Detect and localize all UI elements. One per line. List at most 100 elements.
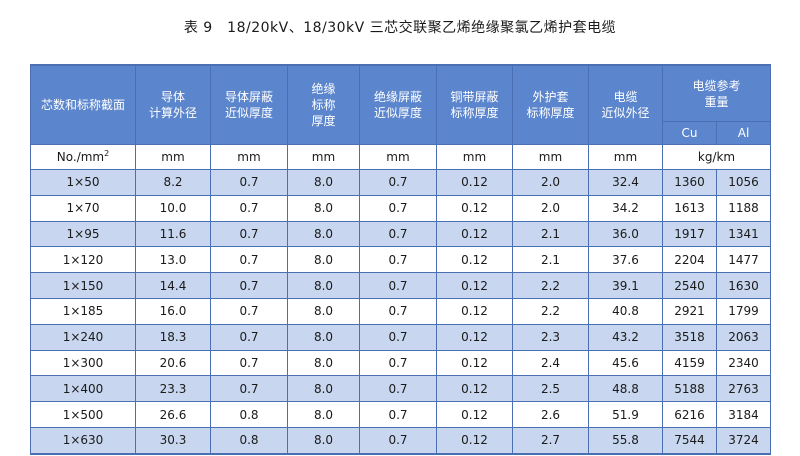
unit-section: No./mm2	[30, 144, 136, 170]
cell-cond: 16.0	[135, 297, 211, 325]
header-line: 计算外径	[148, 106, 197, 120]
cell-cu: 1360	[662, 169, 717, 196]
header-al: Al	[715, 121, 772, 145]
cell-dia: 40.8	[588, 297, 663, 325]
cell-iscr: 0.7	[359, 426, 437, 455]
header-insulation-screen: 绝缘屏蔽 近似厚度	[359, 64, 437, 145]
cable-spec-table: 芯数和标称截面 导体 计算外径 导体屏蔽 近似厚度 绝缘 标称 厚度 绝缘屏蔽 …	[30, 64, 772, 455]
cell-iscr: 0.7	[359, 323, 437, 351]
cell-section: 1×50	[30, 169, 136, 196]
cell-cond: 30.3	[135, 426, 211, 455]
cell-cscr: 0.7	[210, 220, 288, 248]
cell-cscr: 0.7	[210, 272, 288, 299]
cell-sheath: 2.7	[512, 426, 589, 455]
header-line: 绝缘屏蔽	[373, 90, 422, 104]
cell-tape: 0.12	[436, 426, 513, 455]
unit-row: No./mm2 mm mm mm mm mm mm mm kg/km	[30, 144, 772, 170]
cell-dia: 51.9	[588, 401, 663, 428]
cell-iscr: 0.7	[359, 272, 437, 299]
cell-sheath: 2.0	[512, 194, 589, 222]
header-line: 近似厚度	[224, 106, 273, 120]
header-insulation: 绝缘 标称 厚度	[287, 64, 360, 145]
table-row: 1×240 18.3 0.7 8.0 0.7 0.12 2.3 43.2 3518 2063	[30, 323, 772, 351]
table-row: 1×400 23.3 0.7 8.0 0.7 0.12 2.5 48.8 5188 2763	[30, 375, 772, 403]
table-row: 1×95 11.6 0.7 8.0 0.7 0.12 2.1 36.0 1917 1341	[30, 220, 772, 248]
cell-section: 1×500	[30, 401, 136, 428]
cell-al: 2763	[715, 375, 772, 403]
cell-cu: 3518	[662, 323, 717, 351]
cell-cscr: 0.7	[210, 169, 288, 196]
cell-al: 1477	[715, 246, 772, 274]
cell-tape: 0.12	[436, 401, 513, 428]
header-conductor-screen: 导体屏蔽 近似厚度	[210, 64, 288, 145]
cell-dia: 48.8	[588, 375, 663, 403]
cell-tape: 0.12	[436, 220, 513, 248]
cell-section: 1×240	[30, 323, 136, 351]
cell-iscr: 0.7	[359, 297, 437, 325]
cell-iscr: 0.7	[359, 375, 437, 403]
cell-section: 1×95	[30, 220, 136, 248]
cell-ins: 8.0	[287, 220, 360, 248]
cell-ins: 8.0	[287, 375, 360, 403]
cell-al: 3184	[715, 401, 772, 428]
cell-cond: 8.2	[135, 169, 211, 196]
cell-iscr: 0.7	[359, 194, 437, 222]
cell-dia: 36.0	[588, 220, 663, 248]
cell-ins: 8.0	[287, 272, 360, 299]
table-title: 表 9 18/20kV、18/30kV 三芯交联聚乙烯绝缘聚氯乙烯护套电缆	[183, 20, 617, 36]
cell-cond: 18.3	[135, 323, 211, 351]
cell-cscr: 0.8	[210, 401, 288, 428]
header-line: 外护套	[532, 90, 569, 104]
cell-al: 1341	[715, 220, 772, 248]
cell-sheath: 2.3	[512, 323, 589, 351]
cell-ins: 8.0	[287, 401, 360, 428]
header-line: 近似厚度	[373, 106, 422, 120]
cell-dia: 43.2	[588, 323, 663, 351]
cell-sheath: 2.5	[512, 375, 589, 403]
cell-dia: 37.6	[588, 246, 663, 274]
cell-sheath: 2.4	[512, 349, 589, 377]
header-line: 标称厚度	[526, 106, 575, 120]
cell-cu: 2921	[662, 297, 717, 325]
cell-cscr: 0.7	[210, 297, 288, 325]
cell-sheath: 2.6	[512, 401, 589, 428]
cell-iscr: 0.7	[359, 246, 437, 274]
unit-sup: 2	[104, 149, 110, 158]
unit-cell: kg/km	[661, 144, 772, 170]
cell-al: 2063	[715, 323, 772, 351]
cell-iscr: 0.7	[359, 169, 437, 196]
header-line: 重量	[704, 94, 729, 109]
unit-cell: mm	[436, 144, 513, 170]
cell-ins: 8.0	[287, 297, 360, 325]
cell-ins: 8.0	[287, 169, 360, 196]
table-row: 1×120 13.0 0.7 8.0 0.7 0.12 2.1 37.6 2204 1477	[30, 246, 772, 274]
cell-cu: 4159	[662, 349, 717, 377]
cell-cond: 13.0	[135, 246, 211, 274]
header-line: 导体	[160, 90, 185, 104]
cell-sheath: 2.2	[512, 297, 589, 325]
header-conductor-diameter: 导体 计算外径	[135, 64, 211, 145]
table-row: 1×500 26.6 0.8 8.0 0.7 0.12 2.6 51.9 6216 3184	[30, 401, 772, 428]
cell-tape: 0.12	[436, 194, 513, 222]
cell-tape: 0.12	[436, 246, 513, 274]
cell-al: 1056	[715, 169, 772, 196]
header-cu: Cu	[662, 121, 717, 145]
table-row: 1×630 30.3 0.8 8.0 0.7 0.12 2.7 55.8 7544 3724	[30, 426, 772, 455]
table-row: 1×185 16.0 0.7 8.0 0.7 0.12 2.2 40.8 2921 1799	[30, 297, 772, 325]
cell-ins: 8.0	[287, 246, 360, 274]
cell-ins: 8.0	[287, 349, 360, 377]
unit-cell: mm	[359, 144, 437, 170]
cell-iscr: 0.7	[359, 349, 437, 377]
cell-section: 1×300	[30, 349, 136, 377]
cell-dia: 45.6	[588, 349, 663, 377]
cell-cu: 5188	[662, 375, 717, 403]
header-line: 铜带屏蔽	[450, 90, 499, 104]
cell-cond: 26.6	[135, 401, 211, 428]
cell-cu: 7544	[662, 426, 717, 455]
cell-tape: 0.12	[436, 323, 513, 351]
cell-iscr: 0.7	[359, 220, 437, 248]
cell-dia: 39.1	[588, 272, 663, 299]
cell-sheath: 2.1	[512, 246, 589, 274]
cell-cu: 2204	[662, 246, 717, 274]
cell-cu: 2540	[662, 272, 717, 299]
